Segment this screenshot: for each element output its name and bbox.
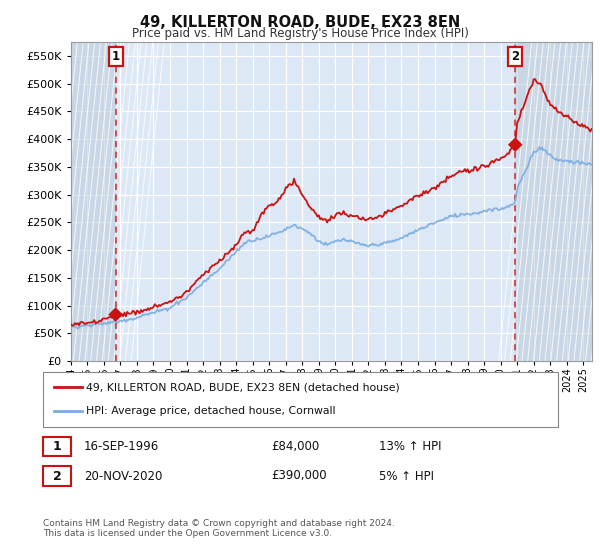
Bar [515, 42, 592, 361]
Text: 49, KILLERTON ROAD, BUDE, EX23 8EN: 49, KILLERTON ROAD, BUDE, EX23 8EN [140, 15, 460, 30]
Text: 49, KILLERTON ROAD, BUDE, EX23 8EN (detached house): 49, KILLERTON ROAD, BUDE, EX23 8EN (deta… [86, 382, 400, 392]
Text: £390,000: £390,000 [271, 469, 327, 483]
Text: 1: 1 [53, 440, 61, 454]
Text: 13% ↑ HPI: 13% ↑ HPI [379, 440, 442, 454]
Text: 20-NOV-2020: 20-NOV-2020 [84, 469, 163, 483]
Text: HPI: Average price, detached house, Cornwall: HPI: Average price, detached house, Corn… [86, 407, 336, 416]
Text: 2: 2 [53, 469, 61, 483]
Text: Price paid vs. HM Land Registry's House Price Index (HPI): Price paid vs. HM Land Registry's House … [131, 27, 469, 40]
Point [111, 310, 121, 319]
Text: £84,000: £84,000 [271, 440, 319, 454]
Point [511, 140, 520, 149]
Text: 1: 1 [112, 50, 119, 63]
Text: 2: 2 [511, 50, 519, 63]
Text: 16-SEP-1996: 16-SEP-1996 [84, 440, 159, 454]
Text: Contains HM Land Registry data © Crown copyright and database right 2024.
This d: Contains HM Land Registry data © Crown c… [43, 519, 395, 538]
Bar [71, 42, 116, 361]
Text: 5% ↑ HPI: 5% ↑ HPI [379, 469, 434, 483]
